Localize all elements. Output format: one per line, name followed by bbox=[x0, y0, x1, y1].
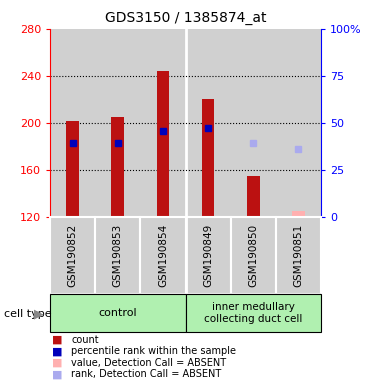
Text: percentile rank within the sample: percentile rank within the sample bbox=[71, 346, 236, 356]
Bar bbox=[231, 29, 276, 217]
Bar bbox=[95, 29, 140, 217]
Bar bbox=[202, 99, 214, 217]
Bar bbox=[276, 29, 321, 217]
Bar bbox=[66, 121, 79, 217]
Bar bbox=[95, 217, 140, 294]
Text: ■: ■ bbox=[52, 369, 62, 379]
Bar bbox=[186, 29, 231, 217]
Text: rank, Detection Call = ABSENT: rank, Detection Call = ABSENT bbox=[71, 369, 221, 379]
Bar bbox=[111, 117, 124, 217]
Bar bbox=[186, 217, 231, 294]
Text: ■: ■ bbox=[52, 346, 62, 356]
Text: GSM190849: GSM190849 bbox=[203, 224, 213, 287]
Bar bbox=[140, 29, 186, 217]
Text: ■: ■ bbox=[52, 335, 62, 345]
Text: ■: ■ bbox=[52, 358, 62, 368]
Text: GSM190852: GSM190852 bbox=[68, 224, 78, 287]
Title: GDS3150 / 1385874_at: GDS3150 / 1385874_at bbox=[105, 11, 266, 25]
Bar bbox=[292, 211, 305, 217]
Text: count: count bbox=[71, 335, 99, 345]
Bar bbox=[50, 217, 95, 294]
Bar bbox=[157, 71, 169, 217]
Bar bbox=[50, 294, 186, 332]
Bar bbox=[231, 217, 276, 294]
Bar bbox=[140, 217, 186, 294]
Text: control: control bbox=[98, 308, 137, 318]
Text: cell type: cell type bbox=[4, 309, 51, 319]
Bar bbox=[276, 217, 321, 294]
Text: value, Detection Call = ABSENT: value, Detection Call = ABSENT bbox=[71, 358, 226, 368]
Text: GSM190854: GSM190854 bbox=[158, 224, 168, 287]
Bar bbox=[50, 29, 95, 217]
Bar bbox=[247, 176, 260, 217]
Text: inner medullary
collecting duct cell: inner medullary collecting duct cell bbox=[204, 302, 302, 324]
Bar bbox=[186, 294, 321, 332]
Text: GSM190851: GSM190851 bbox=[293, 224, 303, 287]
Text: GSM190853: GSM190853 bbox=[113, 224, 123, 287]
Text: ▶: ▶ bbox=[34, 307, 44, 320]
Text: GSM190850: GSM190850 bbox=[248, 224, 258, 287]
